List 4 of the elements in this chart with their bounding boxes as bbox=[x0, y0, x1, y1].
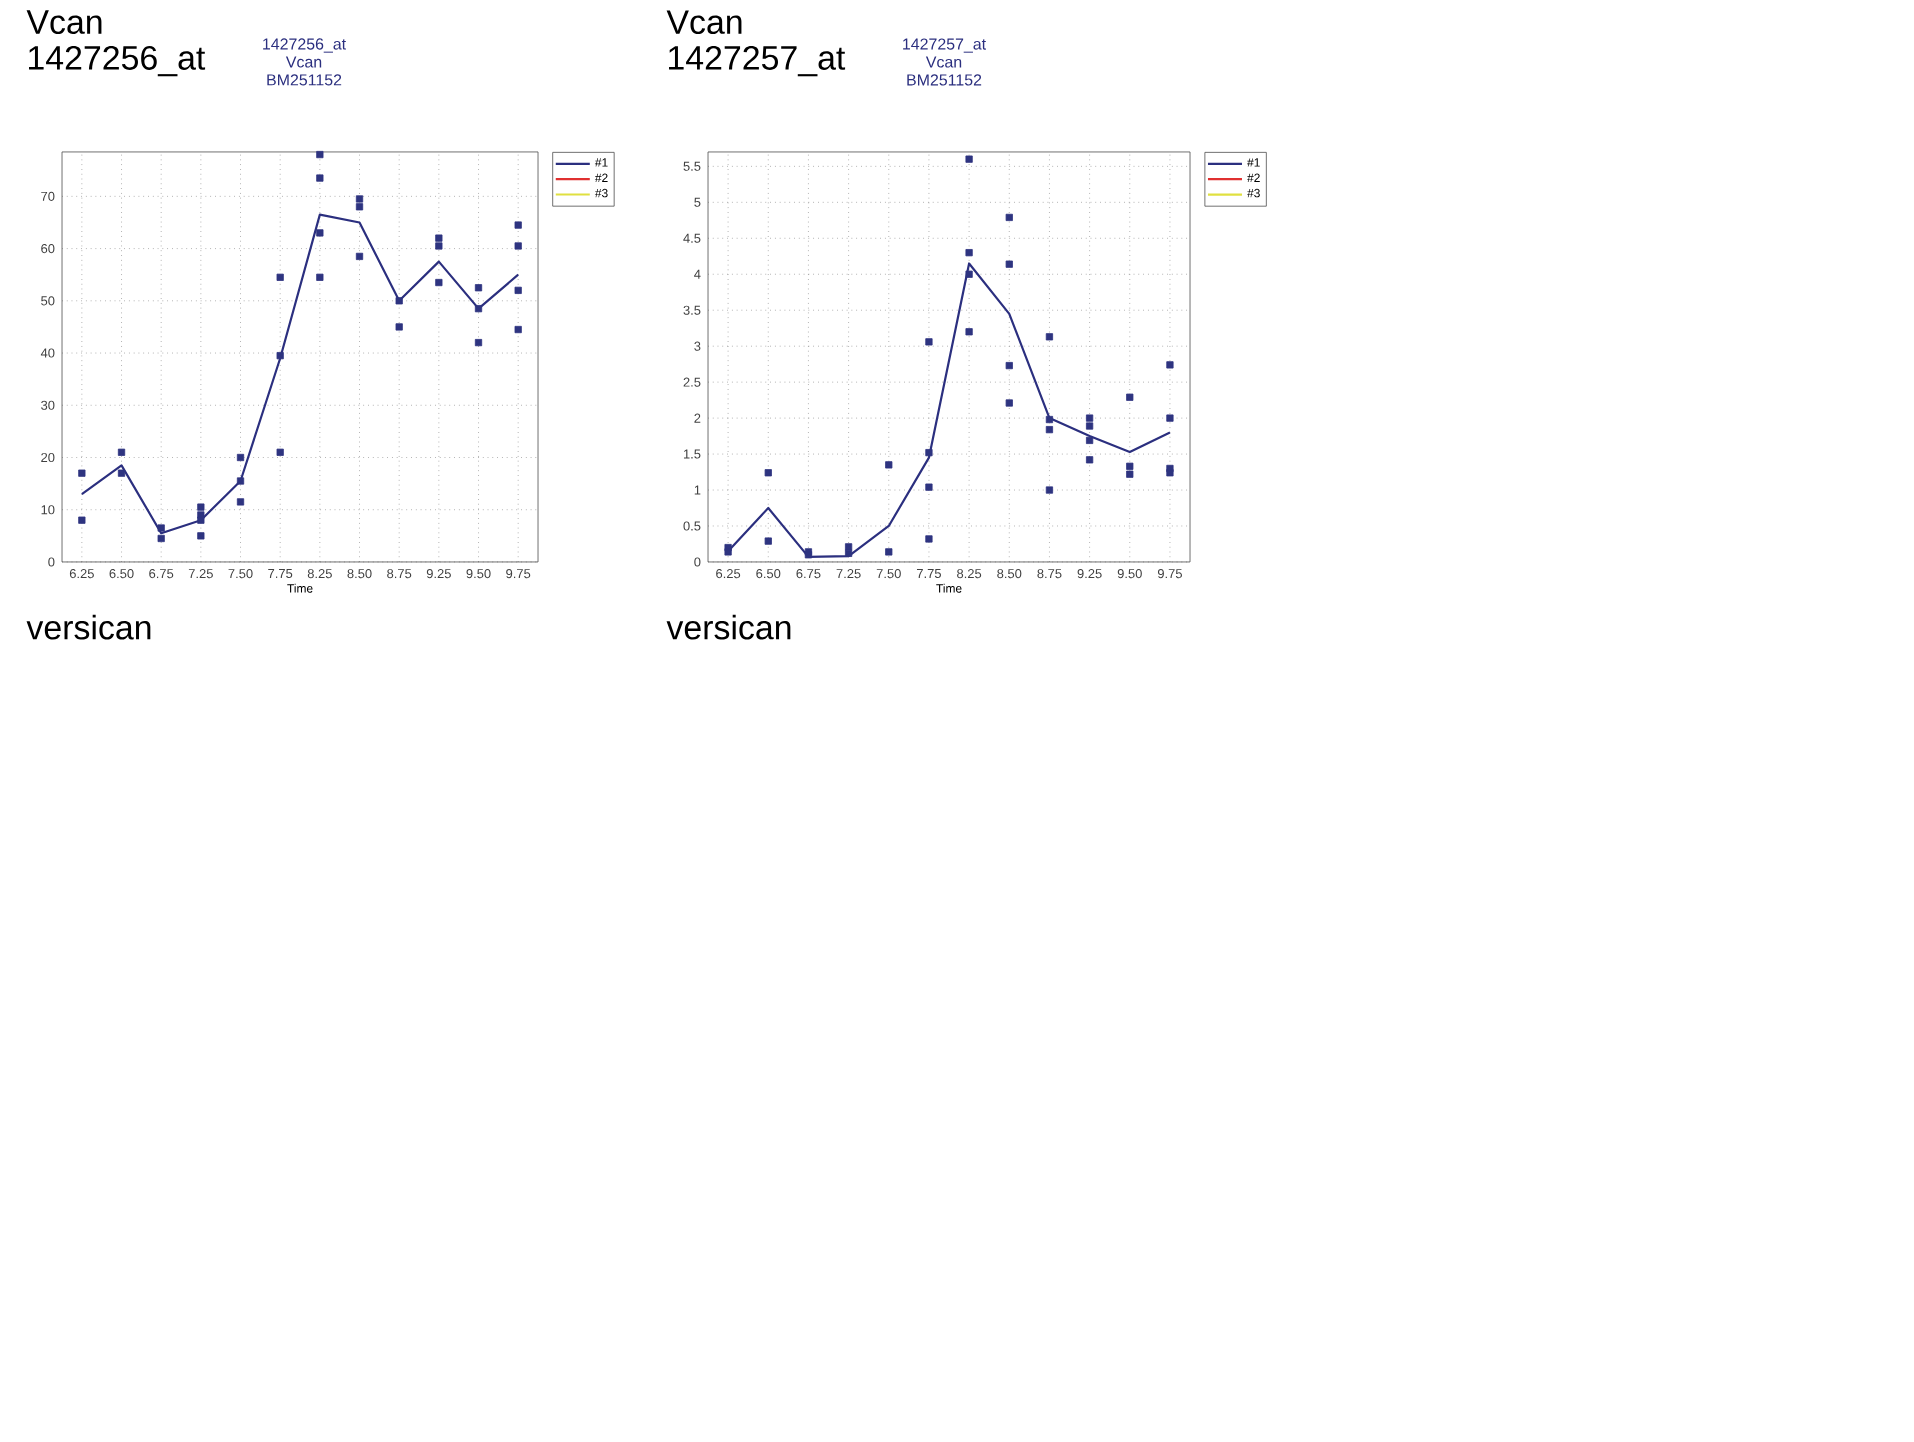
text: versican bbox=[26, 614, 151, 640]
chart-title: Vcan 1427257_at bbox=[666, 10, 846, 77]
chart-title: Vcan 1427256_at bbox=[26, 10, 206, 77]
text: versican bbox=[666, 614, 791, 640]
